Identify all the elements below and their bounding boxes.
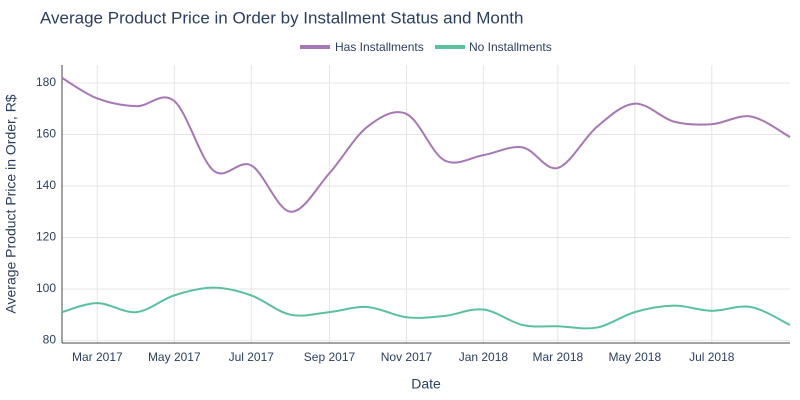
x-tick-label: Sep 2017	[304, 350, 356, 364]
x-tick-label: Nov 2017	[381, 350, 433, 364]
x-axis-label: Date	[411, 376, 441, 392]
y-axis-label: Average Product Price in Order, R$	[3, 94, 19, 313]
y-tick-label: 140	[36, 178, 56, 192]
y-tick-label: 100	[36, 281, 56, 295]
x-tick-label: Jul 2017	[229, 350, 275, 364]
x-tick-label: Jan 2018	[459, 350, 509, 364]
grid	[62, 65, 790, 343]
y-tick-label: 120	[36, 230, 56, 244]
chart-title: Average Product Price in Order by Instal…	[40, 8, 524, 27]
y-tick-label: 180	[36, 75, 56, 89]
x-tick-label: May 2017	[148, 350, 201, 364]
line	[61, 286, 791, 330]
x-tick-label: Jul 2018	[689, 350, 735, 364]
legend-label: No Installments	[469, 40, 552, 54]
y-tick-label: 80	[43, 333, 57, 347]
line	[61, 77, 791, 213]
x-tick-label: Mar 2018	[532, 350, 583, 364]
x-tick-label: May 2018	[608, 350, 661, 364]
x-tick-label: Mar 2017	[72, 350, 123, 364]
y-tick-label: 160	[36, 127, 56, 141]
legend-label: Has Installments	[335, 40, 424, 54]
